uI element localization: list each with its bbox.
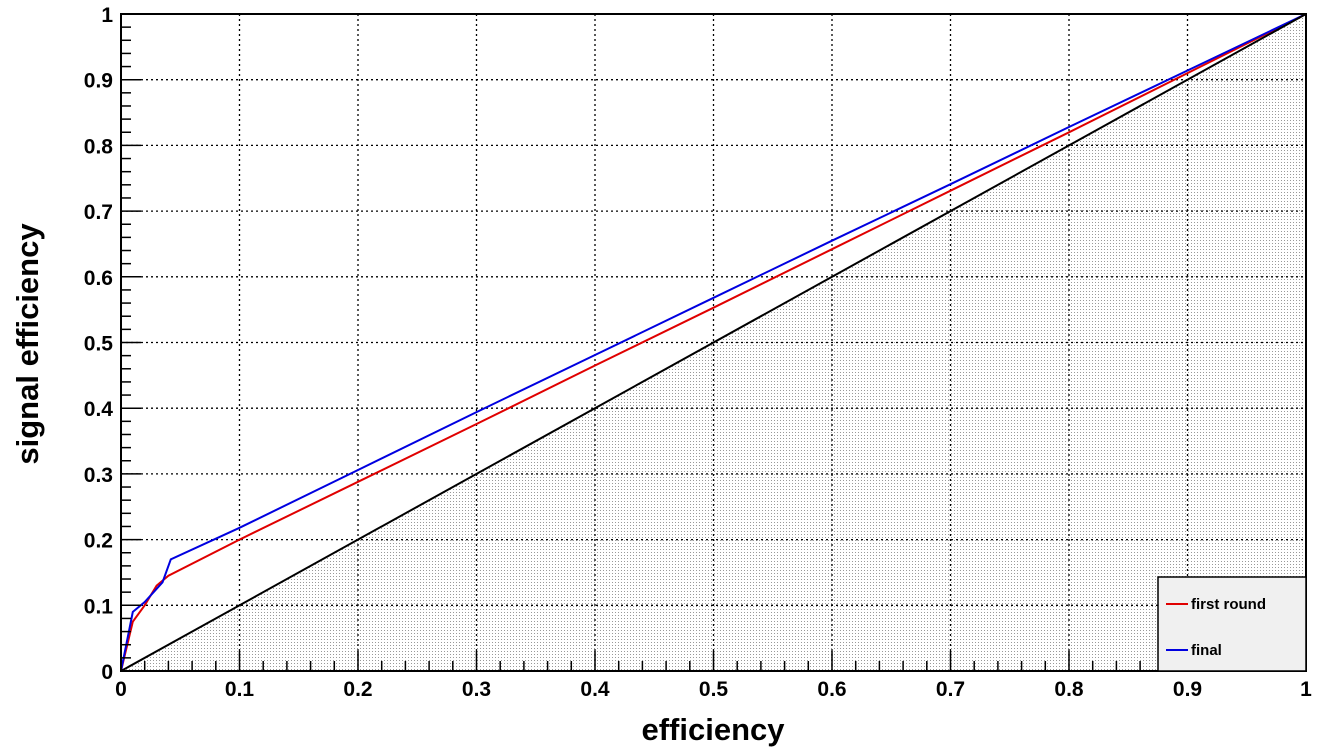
- y-tick-label: 0.3: [84, 464, 113, 487]
- x-tick-label: 0.2: [343, 678, 372, 701]
- y-tick-label: 0.5: [84, 333, 114, 356]
- legend-label: first round: [1191, 596, 1266, 613]
- x-tick-label: 0.5: [699, 678, 729, 701]
- y-axis-title: signal efficiency: [10, 223, 45, 465]
- y-tick-label: 0.4: [84, 398, 114, 421]
- x-tick-label: 0.8: [1054, 678, 1084, 701]
- y-tick-label: 0.1: [84, 595, 114, 618]
- x-tick-label: 0.6: [817, 678, 846, 701]
- x-tick-label: 0.7: [936, 678, 965, 701]
- x-axis-title: efficiency: [641, 712, 785, 747]
- x-tick-label: 0.9: [1173, 678, 1202, 701]
- y-tick-label: 0.2: [84, 530, 113, 553]
- x-tick-label: 1: [1300, 678, 1312, 701]
- y-tick-label: 0.7: [84, 201, 113, 224]
- x-tick-label: 0.3: [462, 678, 491, 701]
- y-tick-label: 1: [101, 4, 113, 27]
- y-tick-label: 0: [101, 661, 113, 684]
- legend-label: final: [1191, 642, 1222, 659]
- y-tick-label: 0.9: [84, 70, 113, 93]
- y-tick-label: 0.6: [84, 267, 113, 290]
- x-tick-label: 0.4: [580, 678, 610, 701]
- x-tick-label: 0.1: [225, 678, 255, 701]
- x-tick-label: 0: [115, 678, 127, 701]
- legend: first round final: [1158, 577, 1306, 671]
- legend-box: [1158, 577, 1306, 671]
- y-tick-label: 0.8: [84, 135, 114, 158]
